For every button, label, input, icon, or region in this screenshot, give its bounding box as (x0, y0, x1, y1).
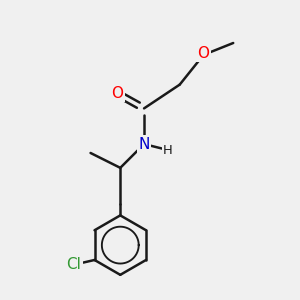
Text: H: H (163, 143, 173, 157)
Text: N: N (138, 136, 150, 152)
Text: Cl: Cl (66, 257, 81, 272)
Text: O: O (197, 46, 209, 61)
Text: O: O (111, 86, 123, 101)
